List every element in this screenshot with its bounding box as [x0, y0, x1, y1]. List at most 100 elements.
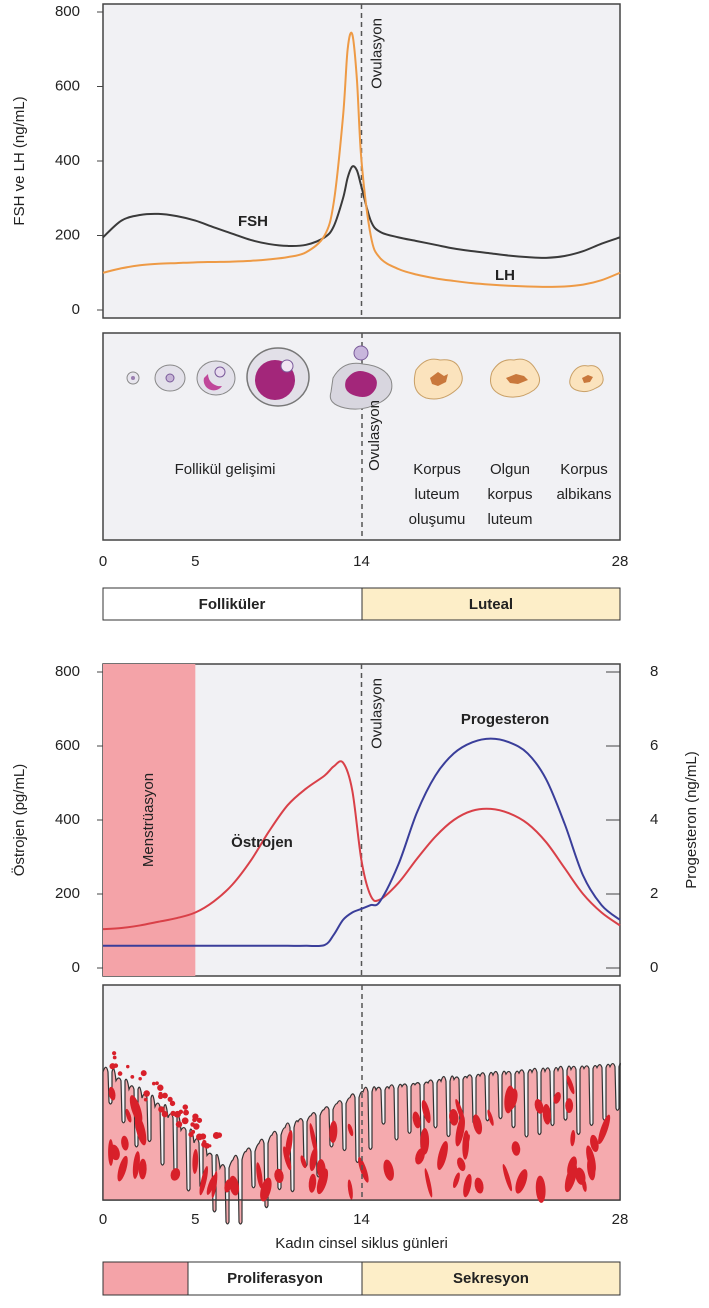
blood-vessel: [515, 1169, 528, 1194]
menstrual-debris: [167, 1096, 173, 1102]
blood-vessel: [192, 1149, 199, 1174]
blood-vessel: [457, 1157, 466, 1172]
y-tick-label: 600: [55, 737, 80, 754]
phase-segment: [102, 1261, 189, 1296]
annotation: Ovulasyon: [368, 18, 385, 89]
corpus-albicans-core: [582, 375, 593, 383]
oocyte: [280, 359, 294, 373]
stage-label: Korpus: [413, 461, 461, 478]
blood-vessel: [134, 1114, 147, 1146]
blood-vessel: [586, 1145, 596, 1173]
ovulation-label: Ovulasyon: [366, 400, 383, 471]
menstrual-debris: [113, 1063, 119, 1068]
menstrual-debris: [181, 1117, 189, 1125]
y-axis-label: FSH ve LH (ng/mL): [11, 96, 28, 225]
menstrual-debris: [183, 1109, 189, 1116]
released-oocyte: [353, 345, 369, 361]
phase-segment: [361, 1261, 621, 1296]
blood-vessel: [542, 1103, 551, 1125]
blood-vessel: [420, 1128, 430, 1155]
x-tick-label: 14: [353, 1211, 370, 1228]
blood-vessel: [507, 1088, 518, 1111]
blood-vessel: [570, 1130, 576, 1147]
blood-vessel: [309, 1148, 318, 1172]
blood-vessel: [565, 1098, 574, 1114]
x-tick-label: 28: [612, 1211, 629, 1228]
y2-tick-label: 4: [650, 811, 658, 828]
blood-vessel: [383, 1159, 394, 1181]
blood-vessel: [109, 1144, 120, 1161]
y-tick-label: 400: [55, 811, 80, 828]
menstrual-debris: [126, 1064, 130, 1069]
series-label: FSH: [238, 213, 268, 230]
menstrual-debris: [182, 1104, 189, 1110]
blood-vessel: [117, 1155, 128, 1182]
phase-segment: [361, 587, 621, 621]
phase-segment: [102, 587, 363, 621]
menstrual-debris: [158, 1106, 165, 1113]
menstrual-debris: [196, 1117, 203, 1123]
blood-vessel: [206, 1174, 216, 1195]
y-tick-label: 0: [72, 959, 80, 976]
blood-vessel: [553, 1091, 561, 1104]
series-label: Progesteron: [461, 711, 549, 728]
oocyte: [131, 376, 135, 380]
blood-vessel: [138, 1158, 147, 1180]
x-tick-label: 14: [353, 553, 370, 570]
blood-vessel: [121, 1135, 129, 1151]
menstrual-debris: [192, 1113, 199, 1120]
series-label: Östrojen: [231, 834, 293, 851]
y2-tick-label: 8: [650, 663, 658, 680]
series-line: [102, 760, 621, 931]
x-tick-label: 28: [612, 553, 629, 570]
menstrual-debris: [188, 1131, 194, 1138]
menstrual-debris: [112, 1055, 117, 1060]
blood-vessel: [170, 1168, 181, 1181]
x-tick-label: 0: [99, 553, 107, 570]
y2-tick-label: 0: [650, 959, 658, 976]
blood-vessel: [424, 1168, 433, 1198]
menstrual-debris: [193, 1123, 200, 1130]
y-tick-label: 800: [55, 663, 80, 680]
menstrual-debris: [138, 1076, 142, 1081]
blood-vessel: [329, 1120, 338, 1144]
blood-vessel: [358, 1156, 369, 1183]
y-tick-label: 800: [55, 3, 80, 20]
blood-vessel: [511, 1141, 521, 1156]
stage-label: Korpus: [560, 461, 608, 478]
menstrual-debris: [162, 1092, 168, 1099]
y-tick-label: 200: [55, 226, 80, 243]
blood-vessel: [211, 1171, 218, 1199]
blood-vessel: [260, 1177, 272, 1202]
phase-label: Folliküler: [199, 596, 266, 613]
x-tick-label: 5: [191, 1211, 199, 1228]
blood-vessel: [132, 1151, 140, 1179]
blood-vessel: [449, 1108, 459, 1126]
blood-vessel: [347, 1179, 353, 1200]
stage-label: luteum: [487, 511, 532, 528]
stage-label: albikans: [556, 486, 611, 503]
menstrual-debris: [117, 1071, 123, 1076]
endometrium: [102, 1051, 621, 1225]
mature-corpus-luteum-core: [506, 374, 528, 384]
menstrual-debris: [140, 1070, 147, 1077]
phase-label: Proliferasyon: [227, 1270, 323, 1287]
blood-vessel: [452, 1172, 460, 1188]
blood-vessel: [487, 1109, 494, 1126]
antrum: [203, 374, 222, 391]
blood-vessel: [347, 1123, 354, 1137]
blood-vessel: [256, 1162, 263, 1189]
blood-vessel: [412, 1111, 421, 1129]
phase-label: Luteal: [469, 596, 513, 613]
y2-tick-label: 6: [650, 737, 658, 754]
ruptured-antrum: [345, 371, 377, 397]
x-tick-label: 5: [191, 553, 199, 570]
stage-label: luteum: [414, 486, 459, 503]
oocyte: [165, 373, 175, 383]
oocyte: [214, 366, 226, 378]
blood-vessel: [125, 1108, 132, 1123]
blood-vessel: [199, 1166, 209, 1196]
series-line: [103, 737, 621, 948]
menstrual-debris: [199, 1133, 207, 1140]
blood-vessel: [535, 1175, 546, 1203]
